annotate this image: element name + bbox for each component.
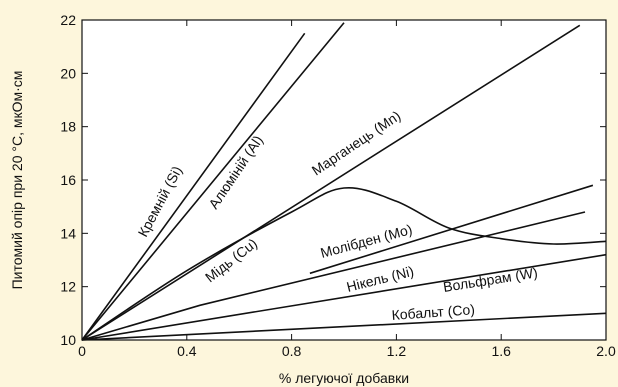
series-line-al [81, 22, 345, 341]
x-tick-label: 0.4 [177, 343, 197, 359]
series-line-cu [81, 186, 607, 341]
y-tick-label: 22 [60, 12, 76, 28]
y-tick-label: 20 [60, 65, 76, 81]
series-line-ni [81, 211, 586, 341]
x-tick-label: 1.6 [491, 343, 511, 359]
series-line-mn [81, 24, 581, 341]
y-tick-label: 12 [60, 279, 76, 295]
series-layer [81, 22, 607, 341]
x-tick-label: 2.0 [596, 343, 616, 359]
series-line-w [81, 253, 607, 341]
axes: 0 0.4 0.8 1.2 1.6 2.0 10 12 14 16 18 20 22 [60, 12, 616, 359]
series-line-si [81, 32, 306, 341]
plot-area [81, 19, 607, 341]
series-line-co [81, 312, 607, 341]
x-axis-label: % легуючої добавки [279, 370, 409, 386]
series-line-mo [309, 184, 594, 275]
y-tick-label: 16 [60, 172, 76, 188]
y-tick-label: 14 [60, 225, 76, 241]
x-tick-label: 0.8 [282, 343, 302, 359]
series-label-co: Кобальт (Co) [391, 301, 475, 323]
y-tick-label: 18 [60, 119, 76, 135]
y-tick-label: 10 [60, 332, 76, 348]
x-tick-label: 1.2 [387, 343, 407, 359]
y-axis-label: Питомий опір при 20 °C, мкОм·см [9, 71, 25, 290]
x-tick-label: 0 [78, 343, 86, 359]
